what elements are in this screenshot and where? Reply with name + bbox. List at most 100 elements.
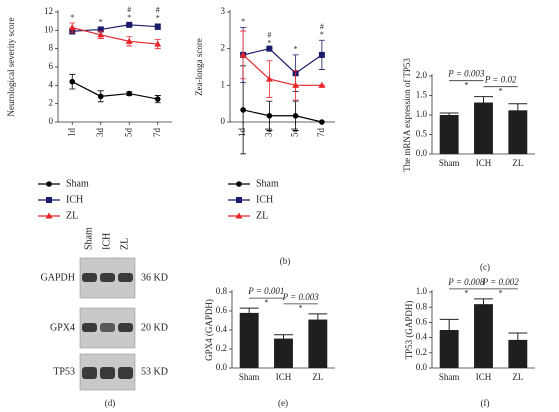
y-axis-label: TP53 (GAPDH): [404, 301, 414, 360]
y-axis-label: The mRNA expression of TP53: [402, 58, 412, 172]
marker: [126, 21, 133, 28]
marker: [68, 24, 76, 31]
series-line: [72, 27, 158, 45]
panel-label: (d): [105, 398, 116, 408]
p-value: P = 0.002: [482, 277, 520, 287]
y-tick-label: 3: [221, 6, 226, 16]
panel-label: (f): [481, 398, 490, 408]
bar: [239, 312, 259, 368]
y-tick-label: 1.5: [416, 90, 428, 100]
band-size: 36 KD: [141, 272, 168, 283]
lane-label: Sham: [83, 227, 94, 250]
marker: [69, 78, 76, 85]
significance: *: [464, 80, 468, 89]
legend-label: ZL: [256, 210, 268, 221]
x-tick-label: 7d: [152, 128, 162, 138]
blot-band: [118, 323, 133, 332]
legend-label: ICH: [66, 194, 83, 205]
band-size: 53 KD: [141, 366, 168, 377]
y-tick-label: 1: [221, 79, 226, 89]
x-tick-label: ZL: [512, 158, 523, 168]
lane-label: ZL: [119, 238, 130, 250]
bar: [308, 319, 328, 368]
y-tick-label: 8: [49, 43, 54, 53]
marker: [154, 40, 162, 47]
blot-band: [82, 367, 97, 379]
marker: [97, 31, 105, 38]
bar: [439, 115, 459, 154]
y-tick-label: 1.0: [416, 286, 428, 296]
series-line: [242, 109, 323, 123]
y-tick-label: 0.0: [216, 362, 228, 372]
y-tick-label: 2: [49, 98, 54, 108]
y-tick-label: 12: [44, 6, 53, 16]
panel-label: (c): [480, 262, 490, 272]
x-tick-label: ZL: [312, 372, 323, 382]
significance: *: [464, 289, 468, 298]
blot-band: [118, 367, 133, 379]
band-name: GPX4: [50, 322, 75, 333]
p-value: P = 0.02: [484, 75, 517, 85]
marker: [266, 45, 273, 52]
annotation: *: [267, 38, 271, 47]
y-tick-label: 0.6: [216, 305, 228, 315]
legend-marker: [236, 197, 242, 203]
y-tick-label: 0.0: [416, 148, 428, 158]
band-name: GAPDH: [41, 272, 75, 283]
error-bar: [274, 334, 293, 339]
x-tick-label: Sham: [439, 372, 460, 382]
marker: [318, 51, 325, 58]
x-tick-label: 1d: [66, 128, 76, 138]
y-tick-label: 0.4: [416, 332, 428, 342]
y-tick-label: 2.0: [416, 70, 428, 80]
x-tick-label: 3d: [95, 128, 105, 138]
error-bar: [308, 313, 328, 320]
legend-label: Sham: [256, 178, 279, 189]
x-tick-label: 7d: [316, 128, 326, 138]
marker: [266, 112, 273, 119]
x-tick-label: 5d: [290, 128, 300, 138]
blot-band: [100, 323, 115, 332]
blot-band: [100, 367, 115, 379]
y-tick-label: 0.6: [416, 316, 428, 326]
series-line: [71, 81, 158, 100]
bar: [474, 102, 493, 154]
y-tick-label: 1.0: [416, 109, 428, 119]
bar: [274, 338, 293, 368]
annotation: #: [267, 30, 271, 39]
y-tick-label: 0: [49, 116, 54, 126]
series-line: [72, 24, 158, 32]
x-tick-label: 3d: [263, 128, 273, 138]
annotation: *: [127, 13, 131, 22]
blot-band: [100, 273, 115, 282]
error-bar: [439, 318, 459, 330]
legend-marker: [46, 181, 52, 187]
x-tick-label: ICH: [276, 372, 292, 382]
lane-label: ICH: [101, 233, 112, 250]
y-tick-label: 0.0: [416, 362, 428, 372]
x-tick-label: ZL: [512, 372, 523, 382]
x-tick-label: ICH: [476, 372, 492, 382]
legend-label: Sham: [66, 178, 89, 189]
y-tick-label: 0: [221, 116, 226, 126]
y-tick-label: 0.4: [216, 324, 228, 334]
error-bar: [474, 96, 493, 103]
legend-marker: [236, 181, 242, 187]
error-bar: [508, 332, 528, 340]
annotation: *: [294, 45, 298, 54]
annotation: #: [156, 6, 160, 15]
legend-marker: [235, 212, 243, 219]
error-bar: [239, 307, 259, 313]
marker: [292, 112, 299, 119]
marker: [318, 81, 326, 88]
bar: [508, 110, 528, 154]
series-line: [242, 54, 322, 86]
p-value: P = 0.001: [247, 286, 284, 296]
marker: [239, 51, 247, 58]
y-tick-label: 4: [49, 79, 54, 89]
error-bar: [508, 103, 528, 111]
significance: *: [299, 304, 303, 313]
y-tick-label: 0.2: [216, 343, 227, 353]
marker: [154, 96, 161, 102]
